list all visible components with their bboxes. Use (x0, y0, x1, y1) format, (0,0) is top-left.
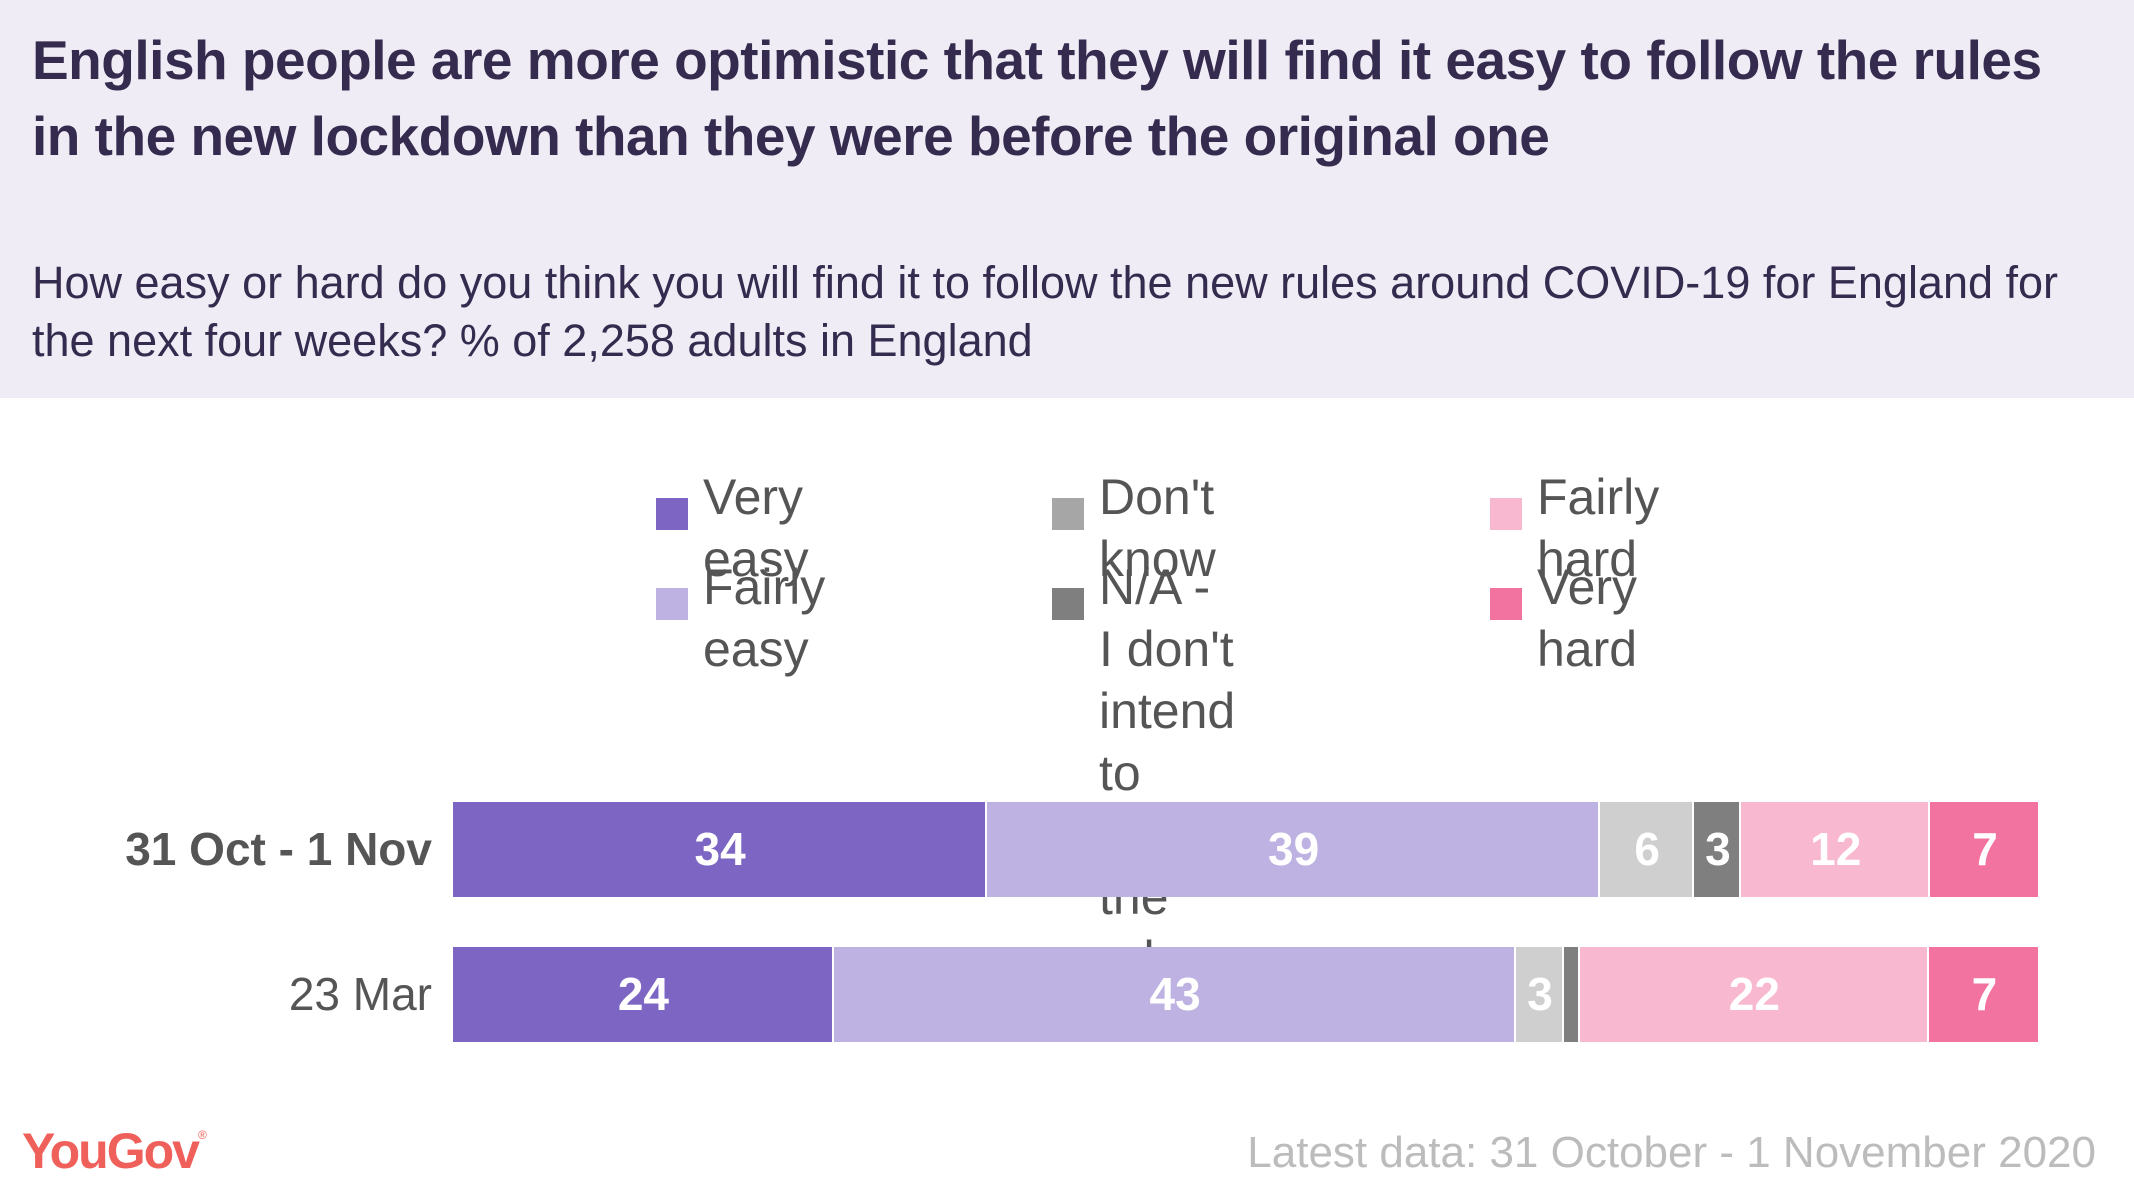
legend-label: Don't know (1099, 469, 1216, 587)
bar-segment-n-a-i-don-t-intend-to-follow-the-rules-23-mar (1563, 947, 1580, 1042)
legend-label: Fairly hard (1537, 469, 1660, 587)
data-label-very-easy-31-oct-1-nov: 34 (694, 823, 746, 875)
data-label-fairly-hard-31-oct-1-nov: 12 (1810, 823, 1862, 875)
legend-label: Very hard (1537, 559, 1638, 677)
data-label-n-a-i-don-t-intend-to-follow-the-rules-31-oct-1-nov: 3 (1705, 823, 1731, 875)
bar-segment-don-t-know-23-mar (1516, 947, 1564, 1042)
bar-segment-very-hard-31-oct-1-nov (1930, 802, 2040, 897)
row-label-23-mar: 23 Mar (288, 968, 432, 1020)
legend-swatch-fairly-easy (656, 588, 688, 620)
latest-data-note: Latest data: 31 October - 1 November 202… (1247, 1128, 2096, 1177)
yougov-logo: YouGov® (22, 1122, 207, 1180)
data-label-fairly-hard-23-mar: 22 (1728, 968, 1780, 1020)
bar-segment-very-easy-31-oct-1-nov (453, 802, 988, 897)
logo-text: YouGov (22, 1123, 200, 1179)
data-label-don-t-know-23-mar: 3 (1527, 968, 1553, 1020)
bar-segment-fairly-easy-23-mar (833, 947, 1517, 1042)
legend-label: Fairly easy (703, 559, 826, 677)
data-label-fairly-easy-31-oct-1-nov: 39 (1268, 823, 1320, 875)
chart-title: English people are more optimistic that … (32, 29, 2042, 167)
bar-segment-fairly-hard-23-mar (1579, 947, 1929, 1042)
data-label-fairly-easy-23-mar: 43 (1149, 968, 1201, 1020)
legend-swatch-na (1052, 588, 1084, 620)
legend-item-dont-know: Don't know (1052, 466, 1216, 590)
legend-item-very-hard: Very hard (1490, 556, 1637, 680)
header-panel: English people are more optimistic that … (0, 0, 2134, 398)
bar-segment-n-a-i-don-t-intend-to-follow-the-rules-31-oct-1-nov (1694, 802, 1742, 897)
chart-subtitle: How easy or hard do you think you will f… (32, 257, 2059, 366)
legend-item-fairly-hard: Fairly hard (1490, 466, 1659, 590)
row-label-31-oct-1-nov: 31 Oct - 1 Nov (125, 823, 432, 875)
bar-segment-don-t-know-31-oct-1-nov (1600, 802, 1695, 897)
registered-mark: ® (197, 1128, 207, 1142)
bar-segment-very-easy-23-mar (453, 947, 834, 1042)
legend-swatch-fairly-hard (1490, 498, 1522, 530)
data-label-very-hard-23-mar: 7 (1971, 968, 1998, 1020)
bar-segment-fairly-hard-31-oct-1-nov (1741, 802, 1930, 897)
legend-item-fairly-easy: Fairly easy (656, 556, 825, 680)
legend-swatch-dont-know (1052, 498, 1084, 530)
bar-segment-fairly-easy-31-oct-1-nov (987, 802, 1601, 897)
legend-item-very-easy: Very easy (656, 466, 809, 590)
data-label-don-t-know-31-oct-1-nov: 6 (1634, 823, 1660, 875)
legend-swatch-very-easy (656, 498, 688, 530)
bar-segment-very-hard-23-mar (1928, 947, 2040, 1042)
data-label-very-hard-31-oct-1-nov: 7 (1972, 823, 1998, 875)
legend-label: Very easy (703, 469, 809, 587)
data-label-very-easy-23-mar: 24 (617, 968, 670, 1020)
legend-swatch-very-hard (1490, 588, 1522, 620)
